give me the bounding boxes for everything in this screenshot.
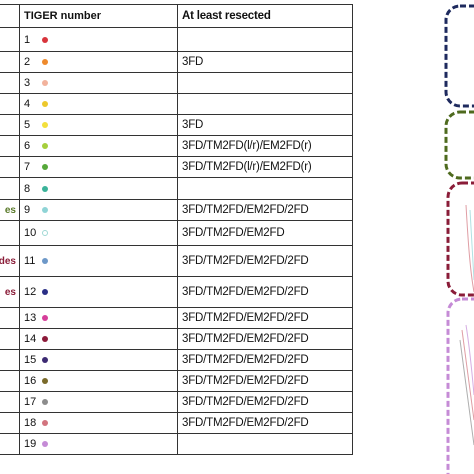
color-dot-icon — [42, 420, 48, 427]
tiger-number: 18 — [24, 417, 37, 429]
tiger-number-cell: 19 — [19, 433, 178, 455]
group-box-3 — [446, 181, 474, 297]
tiger-number: 9 — [24, 204, 31, 216]
color-dot-icon — [42, 336, 48, 343]
tiger-number: 12 — [24, 286, 37, 298]
resected-cell: 3FD/TM2FD/EM2FD/2FD — [177, 307, 353, 329]
color-dot-icon — [42, 315, 48, 322]
tiger-number: 17 — [24, 396, 37, 408]
color-dot-icon — [42, 36, 48, 43]
color-dot-icon — [42, 357, 48, 364]
color-dot-icon — [42, 122, 48, 129]
fibre-line — [459, 339, 474, 446]
tiger-table: TIGER number At least resected 1 2 3FD 3 4 5 3… — [0, 4, 353, 455]
color-dot-icon — [42, 164, 48, 171]
resected-cell: 3FD/TM2FD/EM2FD/2FD — [177, 370, 353, 392]
tiger-number: 19 — [24, 438, 37, 450]
header-tiger-number: TIGER number — [19, 4, 178, 28]
table-row: 10 3FD/TM2FD/EM2FD — [0, 220, 353, 246]
table-row: 5 3FD — [0, 114, 353, 136]
tiger-number: 14 — [24, 333, 37, 345]
tiger-number-cell: 11 — [19, 245, 178, 277]
tiger-number-cell: 12 — [19, 276, 178, 308]
resected-cell — [177, 433, 353, 455]
table-row: es 9 3FD/TM2FD/EM2FD/2FD — [0, 199, 353, 221]
tiger-number: 3 — [24, 77, 31, 89]
resected-cell: 3FD/TM2FD(l/r)/EM2FD(r) — [177, 156, 353, 178]
color-dot-icon — [42, 59, 48, 66]
resected-cell: 3FD/TM2FD/EM2FD/2FD — [177, 349, 353, 371]
table-row: 7 3FD/TM2FD(l/r)/EM2FD(r) — [0, 156, 353, 178]
color-dot-icon — [42, 230, 48, 237]
header-at-least-resected: At least resected — [177, 4, 353, 28]
resected-cell: 3FD/TM2FD/EM2FD/2FD — [177, 245, 353, 277]
fibre-line — [465, 204, 474, 293]
tiger-number: 5 — [24, 119, 31, 131]
color-dot-icon — [42, 207, 48, 214]
table-row: es 12 3FD/TM2FD/EM2FD/2FD — [0, 276, 353, 308]
color-dot-icon — [42, 399, 48, 406]
group-box-4 — [446, 297, 474, 474]
tiger-number: 13 — [24, 312, 37, 324]
table-row: 19 — [0, 433, 353, 455]
color-dot-icon — [42, 289, 48, 296]
table-row: 16 3FD/TM2FD/EM2FD/2FD — [0, 370, 353, 392]
tiger-number: 16 — [24, 375, 37, 387]
tiger-number: 15 — [24, 354, 37, 366]
fibre-line — [461, 329, 474, 421]
table-row: 8 — [0, 177, 353, 200]
fibre-line — [465, 324, 474, 396]
color-dot-icon — [42, 80, 48, 87]
color-dot-icon — [42, 378, 48, 385]
table-header-row: TIGER number At least resected — [0, 4, 353, 28]
resected-cell: 3FD/TM2FD/EM2FD/2FD — [177, 276, 353, 308]
tiger-number: 1 — [24, 33, 31, 46]
tiger-number: 4 — [24, 98, 31, 110]
tiger-number: 2 — [24, 56, 31, 68]
group-box-2 — [444, 110, 474, 180]
table-row: 14 3FD/TM2FD/EM2FD/2FD — [0, 328, 353, 350]
color-dot-icon — [42, 185, 48, 192]
group-box-1 — [444, 4, 474, 108]
color-dot-icon — [42, 441, 48, 448]
table-row: des 11 3FD/TM2FD/EM2FD/2FD — [0, 245, 353, 277]
table-row: 15 3FD/TM2FD/EM2FD/2FD — [0, 349, 353, 371]
color-dot-icon — [42, 258, 48, 265]
color-dot-icon — [42, 143, 48, 150]
tiger-number: 8 — [24, 182, 31, 195]
tiger-number: 10 — [24, 227, 37, 239]
color-dot-icon — [42, 101, 48, 108]
tiger-number: 6 — [24, 140, 31, 152]
tiger-number-cell: 14 — [19, 328, 178, 350]
tiger-number: 11 — [24, 255, 36, 267]
tiger-number: 7 — [24, 161, 31, 173]
table-row: 13 3FD/TM2FD/EM2FD/2FD — [0, 307, 353, 329]
table-row: 1 — [0, 27, 353, 52]
